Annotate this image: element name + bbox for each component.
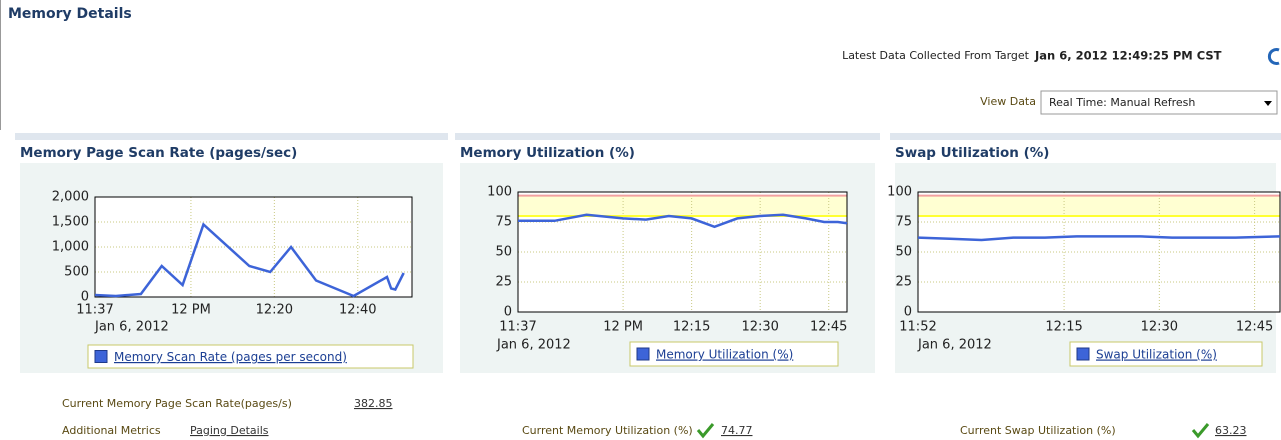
plot [917, 191, 1281, 313]
plot [94, 196, 413, 298]
y-tick-label: 75 [495, 215, 512, 230]
collected-value: Jan 6, 2012 12:49:25 PM CST [1034, 49, 1222, 63]
y-tick-label: 100 [887, 185, 912, 200]
collected-label: Latest Data Collected From Target [842, 49, 1030, 62]
series-line [94, 222, 405, 298]
metrics-link[interactable]: Paging Details [190, 424, 269, 437]
metrics-label: Additional Metrics [62, 424, 161, 437]
y-tick-label: 75 [895, 215, 912, 230]
legend-swatch [636, 347, 650, 361]
y-tick-label: 500 [64, 265, 89, 280]
panel-strip [15, 133, 448, 140]
x-tick-label: 12:45 [810, 320, 847, 335]
plot-frame [94, 196, 413, 298]
y-tick-label: 50 [895, 245, 912, 260]
series-line [518, 213, 848, 229]
swap-label: Current Swap Utilization (%) [960, 424, 1116, 437]
x-tick-label: 12 PM [603, 320, 643, 335]
view-value: Real Time: Manual Refresh [1049, 96, 1195, 109]
x-tick-label: 12:20 [256, 303, 293, 318]
swap-value[interactable]: 63.23 [1215, 424, 1247, 437]
scan-value[interactable]: 382.85 [354, 397, 393, 410]
legend-box [87, 344, 414, 369]
page-title: Memory Details [8, 6, 132, 22]
scan-label: Current Memory Page Scan Rate(pages/s) [62, 397, 292, 410]
x-tick-label: 12 PM [171, 303, 211, 318]
panel-title: Swap Utilization (%) [895, 145, 1049, 161]
y-tick-label: 100 [487, 185, 512, 200]
x-tick-label: 12:15 [673, 320, 710, 335]
legend-label[interactable]: Memory Scan Rate (pages per second) [114, 350, 347, 364]
plot-frame [517, 191, 848, 313]
check-icon [1191, 423, 1210, 439]
y-tick-label: 50 [495, 245, 512, 260]
panel-title: Memory Utilization (%) [460, 145, 635, 161]
mem-label: Current Memory Utilization (%) [522, 424, 693, 437]
y-tick-label: 2,000 [52, 190, 89, 205]
threshold-band [518, 195, 847, 216]
date-label: Jan 6, 2012 [917, 338, 992, 353]
legend-swatch [1076, 347, 1090, 361]
panel-strip [455, 133, 880, 140]
x-tick-label: 12:30 [1141, 320, 1178, 335]
series-line [917, 235, 1281, 242]
y-tick-label: 1,500 [52, 215, 89, 230]
date-label: Jan 6, 2012 [94, 320, 169, 335]
panel-strip [890, 133, 1281, 140]
view-label: View Data [980, 95, 1036, 108]
x-tick-label: 12:30 [741, 320, 778, 335]
panel-title: Memory Page Scan Rate (pages/sec) [20, 145, 297, 161]
y-tick-label: 1,000 [52, 240, 89, 255]
legend-label[interactable]: Memory Utilization (%) [656, 348, 793, 362]
x-tick-label: 11:37 [76, 303, 113, 318]
check-icon [696, 423, 715, 439]
legend-box [1069, 341, 1263, 367]
legend-swatch [94, 350, 108, 363]
y-tick-label: 0 [504, 305, 512, 320]
legend-box [629, 341, 839, 367]
x-tick-label: 12:40 [339, 303, 376, 318]
x-tick-label: 11:37 [499, 320, 536, 335]
x-tick-label: 12:15 [1045, 320, 1082, 335]
plot-bg [95, 197, 412, 297]
x-tick-label: 12:45 [1236, 320, 1273, 335]
y-tick-label: 25 [895, 275, 912, 290]
y-tick-label: 25 [495, 275, 512, 290]
view-select[interactable]: Real Time: Manual Refresh [1040, 90, 1278, 115]
threshold-band [918, 195, 1280, 216]
plot [517, 191, 848, 313]
refresh-icon[interactable] [1267, 48, 1280, 65]
plot-frame [917, 191, 1281, 313]
y-tick-label: 0 [904, 305, 912, 320]
x-tick-label: 11:52 [899, 320, 936, 335]
legend-label[interactable]: Swap Utilization (%) [1096, 348, 1217, 362]
y-tick-label: 0 [81, 290, 89, 305]
mem-value[interactable]: 74.77 [721, 424, 753, 437]
date-label: Jan 6, 2012 [496, 338, 571, 353]
